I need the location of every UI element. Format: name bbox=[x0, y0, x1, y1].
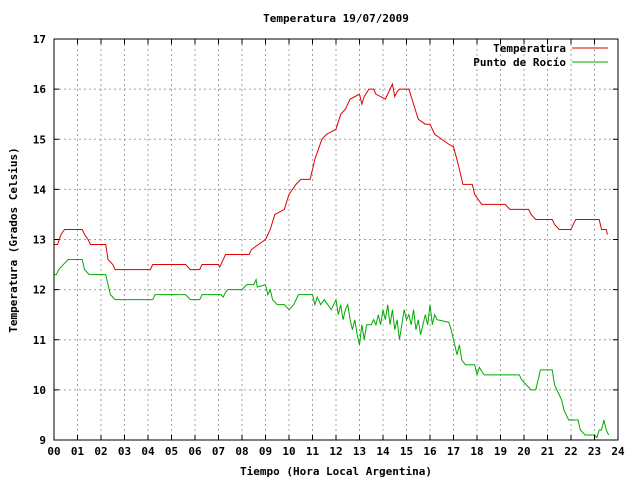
x-axis-title: Tiempo (Hora Local Argentina) bbox=[240, 465, 432, 478]
x-tick-label: 08 bbox=[235, 445, 248, 458]
x-tick-label: 02 bbox=[94, 445, 107, 458]
legend: Temperatura Punto de Rocío bbox=[473, 42, 608, 69]
x-tick-label: 12 bbox=[329, 445, 342, 458]
x-tick-label: 23 bbox=[588, 445, 601, 458]
y-tick-label: 11 bbox=[33, 334, 47, 347]
x-tick-label: 09 bbox=[259, 445, 272, 458]
x-tick-label: 04 bbox=[141, 445, 155, 458]
x-tick-label: 21 bbox=[541, 445, 555, 458]
y-tick-label: 10 bbox=[33, 384, 46, 397]
y-tick-label: 12 bbox=[33, 284, 46, 297]
x-tick-label: 22 bbox=[564, 445, 577, 458]
x-tick-label: 14 bbox=[376, 445, 390, 458]
y-tick-label: 15 bbox=[33, 133, 46, 146]
x-tick-label: 24 bbox=[611, 445, 625, 458]
x-tick-label: 13 bbox=[353, 445, 366, 458]
legend-label-punto-de-rocio: Punto de Rocío bbox=[473, 56, 566, 69]
x-tick-label: 00 bbox=[47, 445, 60, 458]
x-tick-label: 11 bbox=[306, 445, 320, 458]
chart-title: Temperatura 19/07/2009 bbox=[263, 12, 409, 25]
x-tick-label: 07 bbox=[212, 445, 225, 458]
x-tick-label: 15 bbox=[400, 445, 413, 458]
series-layer bbox=[54, 82, 610, 439]
punto-de-rocio-line bbox=[54, 259, 610, 439]
y-tick-label: 17 bbox=[33, 33, 46, 46]
x-tick-label: 03 bbox=[118, 445, 131, 458]
legend-label-temperatura: Temperatura bbox=[493, 42, 566, 55]
y-tick-label: 14 bbox=[33, 183, 47, 196]
x-tick-label: 17 bbox=[447, 445, 460, 458]
grid bbox=[54, 39, 618, 440]
temperatura-line bbox=[54, 82, 608, 271]
y-tick-labels: 9 10 11 12 13 14 15 16 17 bbox=[33, 33, 47, 447]
x-tick-label: 18 bbox=[470, 445, 483, 458]
ticks bbox=[53, 38, 619, 441]
x-tick-label: 16 bbox=[423, 445, 437, 458]
y-tick-label: 9 bbox=[39, 434, 46, 447]
x-tick-label: 06 bbox=[188, 445, 202, 458]
y-tick-label: 13 bbox=[33, 234, 46, 247]
x-tick-label: 19 bbox=[494, 445, 507, 458]
x-tick-label: 05 bbox=[165, 445, 178, 458]
y-axis-title: Temperatura (Grados Celsius) bbox=[7, 147, 20, 332]
x-tick-label: 01 bbox=[71, 445, 85, 458]
x-tick-label: 20 bbox=[517, 445, 530, 458]
y-tick-label: 16 bbox=[33, 83, 47, 96]
x-tick-label: 10 bbox=[282, 445, 295, 458]
x-tick-labels: 00 01 02 03 04 05 06 07 08 09 10 11 12 13 14 15 16 17 18 19… bbox=[47, 445, 625, 458]
